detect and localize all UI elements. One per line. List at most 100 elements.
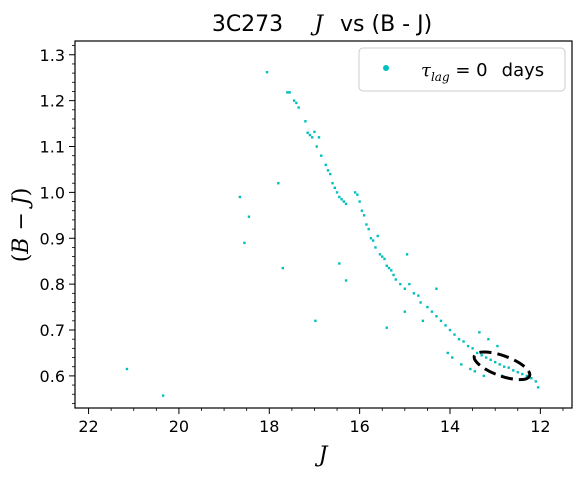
y-axis-label-j: J bbox=[9, 195, 34, 209]
data-point bbox=[516, 371, 519, 374]
data-point bbox=[390, 269, 393, 272]
data-point bbox=[525, 374, 529, 378]
scatter-series bbox=[125, 70, 540, 397]
data-point bbox=[507, 366, 510, 369]
legend-subscript: lag bbox=[431, 70, 450, 84]
data-point bbox=[487, 337, 490, 341]
data-point bbox=[286, 91, 289, 94]
data-point bbox=[430, 310, 434, 313]
data-point bbox=[439, 319, 443, 323]
data-point bbox=[466, 344, 470, 348]
data-point bbox=[311, 136, 314, 139]
data-point bbox=[408, 282, 411, 286]
y-axis-label-group: (B − J) bbox=[9, 188, 34, 263]
data-point bbox=[304, 120, 307, 123]
data-point bbox=[484, 356, 488, 359]
y-axis-label-close: ) bbox=[9, 188, 34, 197]
data-point bbox=[314, 319, 317, 323]
y-axis-ticks: 0.6 0.7 0.8 0.9 1.0 1.1 1.2 1.3 bbox=[40, 45, 75, 404]
legend-marker bbox=[383, 65, 389, 71]
y-tick-label: 1.2 bbox=[40, 92, 65, 111]
data-point bbox=[446, 351, 449, 355]
data-point bbox=[344, 279, 348, 282]
data-point bbox=[313, 130, 316, 134]
data-point bbox=[489, 358, 492, 362]
data-point bbox=[238, 195, 242, 199]
data-point bbox=[412, 292, 416, 295]
data-point bbox=[329, 172, 332, 176]
data-point bbox=[387, 266, 391, 270]
data-point bbox=[353, 191, 357, 194]
data-point bbox=[320, 154, 323, 157]
y-tick-label: 1.1 bbox=[40, 138, 65, 157]
y-tick-label: 0.6 bbox=[40, 367, 65, 386]
plot-area-frame bbox=[74, 40, 573, 409]
data-point bbox=[469, 367, 472, 371]
x-axis-label: J bbox=[315, 443, 329, 468]
legend-label: τlag = 0 days bbox=[421, 60, 544, 84]
data-point bbox=[324, 163, 327, 167]
chart-title: 3C273 J vs (B - J) bbox=[212, 12, 432, 37]
data-point bbox=[385, 264, 388, 267]
data-point bbox=[344, 202, 348, 206]
data-point bbox=[475, 351, 479, 355]
data-point bbox=[462, 340, 465, 343]
data-point bbox=[360, 209, 364, 212]
data-point bbox=[521, 372, 524, 376]
data-point bbox=[243, 241, 246, 245]
data-point bbox=[338, 195, 341, 199]
data-point bbox=[444, 324, 447, 327]
data-point bbox=[297, 106, 300, 109]
data-point bbox=[247, 215, 251, 218]
data-point bbox=[435, 287, 438, 290]
data-point bbox=[335, 191, 339, 194]
chart-title-text: 3C273 J vs (B - J) bbox=[212, 12, 432, 37]
data-point bbox=[295, 101, 298, 105]
data-point bbox=[435, 315, 438, 318]
data-point bbox=[381, 255, 384, 258]
data-point bbox=[326, 169, 330, 172]
x-tick-label: 18 bbox=[259, 417, 279, 436]
legend-equals: = 0 bbox=[450, 60, 488, 81]
data-point bbox=[383, 257, 386, 261]
data-point bbox=[125, 367, 129, 371]
data-point bbox=[421, 319, 425, 323]
data-point bbox=[457, 337, 461, 341]
data-point bbox=[399, 282, 402, 286]
data-point bbox=[451, 356, 454, 359]
data-point bbox=[306, 131, 309, 134]
data-point bbox=[338, 262, 341, 265]
data-point bbox=[394, 278, 397, 281]
data-point bbox=[403, 287, 407, 290]
data-point bbox=[365, 223, 368, 226]
legend: τlag = 0 days bbox=[358, 47, 566, 92]
data-point bbox=[498, 363, 501, 366]
legend-unit: days bbox=[502, 60, 545, 81]
x-tick-label: 16 bbox=[349, 417, 369, 436]
data-point bbox=[453, 333, 456, 336]
data-point bbox=[530, 376, 533, 380]
data-point bbox=[460, 363, 463, 366]
data-point bbox=[358, 200, 361, 203]
data-point bbox=[161, 394, 165, 397]
data-point bbox=[478, 331, 481, 334]
data-point bbox=[536, 386, 540, 389]
data-point bbox=[448, 328, 452, 332]
data-point bbox=[369, 237, 373, 240]
data-point bbox=[315, 145, 318, 148]
chart-title-suffix: vs (B - J) bbox=[340, 12, 432, 37]
data-point bbox=[342, 200, 346, 203]
data-point bbox=[333, 186, 336, 189]
data-point bbox=[405, 253, 409, 256]
data-point bbox=[493, 360, 497, 364]
data-point bbox=[356, 193, 359, 196]
data-point bbox=[376, 234, 379, 238]
legend-box bbox=[358, 47, 566, 92]
data-point bbox=[265, 70, 269, 74]
x-axis-ticks: 22 20 18 16 14 12 bbox=[78, 408, 564, 436]
chart-title-variable: J bbox=[310, 12, 324, 37]
data-point bbox=[281, 266, 285, 270]
contour-ellipse bbox=[472, 350, 532, 382]
y-axis-label-open: ( bbox=[9, 254, 34, 263]
